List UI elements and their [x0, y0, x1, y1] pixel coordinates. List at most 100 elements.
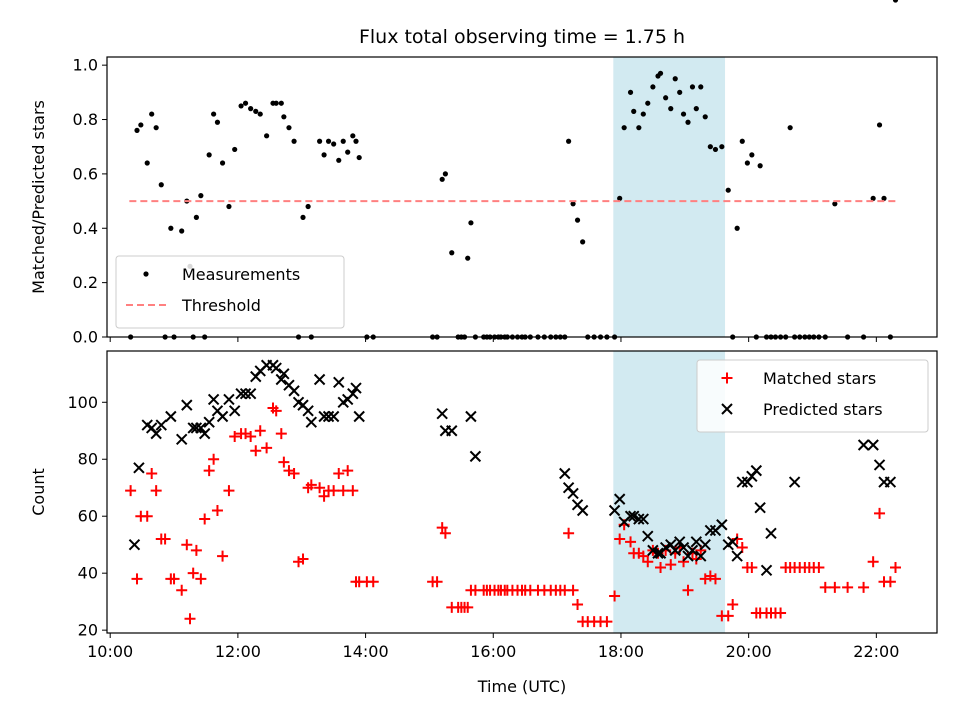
measurement-point	[685, 119, 691, 125]
matched-stars-point	[150, 485, 162, 497]
predicted-stars-point	[736, 476, 748, 488]
measurement-point	[193, 214, 199, 220]
measurement-point	[725, 187, 731, 193]
matched-stars-point	[601, 616, 613, 628]
matched-stars-point	[746, 561, 758, 573]
chart-title: Flux total observing time = 1.75 h	[359, 26, 685, 48]
matched-stars-point	[682, 584, 694, 596]
matched-stars-point	[146, 467, 158, 479]
predicted-stars-point	[288, 385, 300, 397]
matched-stars-point	[727, 599, 739, 611]
measurement-point	[134, 127, 140, 133]
matched-stars-point	[211, 505, 223, 517]
y-tick-label: 100	[67, 393, 98, 412]
matched-stars-point	[462, 601, 474, 613]
matched-stars-point	[261, 442, 273, 454]
matched-stars-point	[431, 576, 443, 588]
measurement-point	[356, 154, 362, 161]
matched-stars-point	[890, 561, 901, 573]
legend-matched-swatch	[721, 372, 733, 384]
matched-stars-point	[187, 567, 199, 579]
matched-stars-point	[254, 425, 266, 437]
matched-stars-point	[625, 536, 637, 548]
matched-stars-point	[829, 581, 841, 593]
matched-stars-point	[655, 561, 667, 573]
measurement-point	[350, 133, 356, 139]
measurement-point	[286, 125, 292, 131]
measurement-point	[345, 149, 351, 155]
measurement-point	[325, 138, 332, 144]
x-tick-label: 16:00	[470, 642, 516, 661]
matched-stars-point	[775, 607, 787, 619]
measurement-point	[305, 203, 311, 210]
predicted-stars-point	[223, 393, 235, 406]
legend: Measurements Threshold	[115, 255, 345, 329]
y-axis-label: Matched/Predicted stars	[29, 100, 48, 294]
matched-stars-point	[217, 550, 229, 562]
measurement-point	[300, 214, 306, 220]
measurement-point	[739, 138, 745, 144]
predicted-stars-point	[207, 393, 220, 406]
series-matched-stars	[125, 402, 901, 628]
measurement-point	[264, 133, 270, 139]
matched-stars-point	[813, 561, 825, 573]
measurement-point	[689, 84, 696, 90]
matched-stars-point	[333, 467, 345, 479]
matched-stars-point	[874, 507, 886, 519]
predicted-stars-point	[195, 422, 207, 434]
predicted-stars-point	[175, 433, 188, 446]
y-tick-label: 0.2	[73, 273, 98, 292]
measurement-point	[232, 146, 238, 153]
matched-stars-point	[159, 533, 171, 545]
matched-stars-point	[250, 445, 262, 457]
measurement-point	[138, 122, 144, 128]
predicted-stars-point	[302, 405, 314, 417]
predicted-stars-point	[181, 399, 193, 411]
matched-stars-point	[181, 539, 193, 551]
predicted-stars-point	[239, 388, 252, 400]
matched-stars-point	[328, 485, 340, 497]
y-tick-label: 20	[78, 621, 98, 640]
predicted-stars-point	[559, 467, 571, 480]
predicted-stars-point	[637, 513, 650, 525]
measurement-point	[211, 111, 217, 117]
matched-stars-point	[563, 527, 575, 539]
measurement-point	[278, 100, 284, 106]
predicted-stars-point	[677, 541, 690, 554]
predicted-stars-point	[699, 538, 711, 551]
measurement-point	[574, 217, 581, 223]
x-tick-label: 20:00	[726, 642, 772, 661]
matched-stars-point	[203, 465, 215, 477]
matched-stars-point	[731, 533, 743, 545]
measurement-point	[663, 95, 669, 101]
measurement-point	[870, 195, 876, 201]
predicted-stars-point	[198, 427, 211, 440]
predicted-stars-point	[133, 462, 145, 474]
measurement-point	[881, 195, 887, 201]
measurement-point	[566, 138, 572, 144]
measurement-point	[636, 125, 642, 131]
measurement-point	[340, 138, 346, 144]
legend-label: Threshold	[181, 296, 261, 315]
legend-box	[696, 359, 929, 433]
x-tick-label: 10:00	[87, 642, 133, 661]
matched-stars-point	[842, 581, 854, 593]
matched-stars-point	[567, 584, 579, 596]
measurement-point	[631, 108, 637, 114]
measurement-point	[707, 144, 713, 150]
measurement-point	[757, 163, 763, 169]
matched-stars-point	[609, 590, 621, 602]
measurement-point	[331, 141, 337, 147]
predicted-stars-point	[652, 547, 664, 559]
matched-stars-point	[642, 556, 654, 568]
matched-stars-point	[270, 405, 282, 417]
measurement-point	[291, 138, 297, 144]
measurement-point	[219, 160, 226, 166]
matched-stars-point	[709, 573, 721, 585]
matched-stars-point	[884, 576, 896, 588]
predicted-stars-point	[867, 439, 879, 451]
matched-stars-point	[223, 485, 235, 497]
measurement-point	[680, 111, 687, 117]
predicted-stars-point	[190, 422, 203, 434]
y-tick-label: 40	[78, 564, 98, 583]
